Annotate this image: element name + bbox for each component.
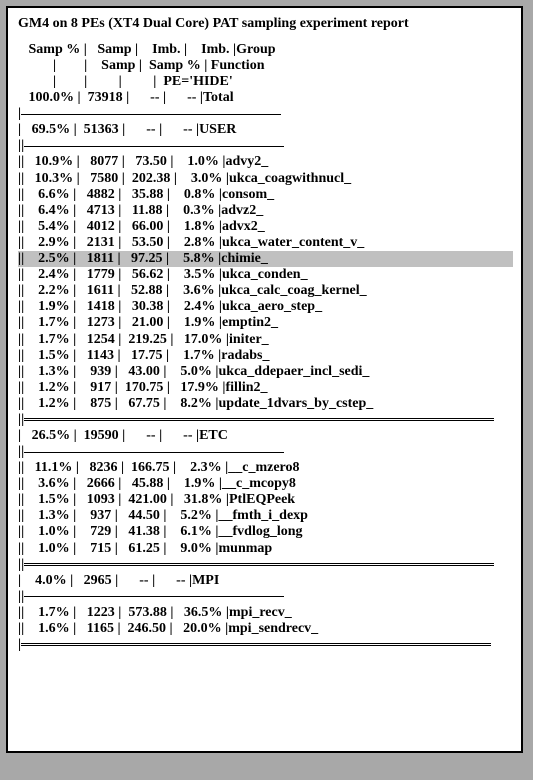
- rule: ||: [18, 412, 513, 428]
- rule: ||: [18, 444, 513, 460]
- data-row: || 1.5% | 1143 | 17.75 | 1.7% |radabs_: [18, 348, 513, 364]
- report-paper: GM4 on 8 PEs (XT4 Dual Core) PAT samplin…: [6, 6, 523, 753]
- data-row: || 2.4% | 1779 | 56.62 | 3.5% |ukca_cond…: [18, 267, 513, 283]
- data-row: || 1.3% | 937 | 44.50 | 5.2% |__fmth_i_d…: [18, 508, 513, 524]
- data-row: || 1.0% | 715 | 61.25 | 9.0% |munmap: [18, 541, 513, 557]
- group-row-etc: | 26.5% | 19590 | -- | -- |ETC: [18, 428, 513, 444]
- group-row-mpi: | 4.0% | 2965 | -- | -- |MPI: [18, 573, 513, 589]
- data-row: || 2.5% | 1811 | 97.25 | 5.8% |chimie_: [18, 251, 513, 267]
- data-row: || 3.6% | 2666 | 45.88 | 1.9% |__c_mcopy…: [18, 476, 513, 492]
- report-title: GM4 on 8 PEs (XT4 Dual Core) PAT samplin…: [18, 16, 513, 32]
- data-row: || 2.2% | 1611 | 52.88 | 3.6% |ukca_calc…: [18, 283, 513, 299]
- header-row-3: | | | | PE='HIDE': [18, 74, 513, 90]
- header-row-2: | | Samp | Samp % | Function: [18, 58, 513, 74]
- data-row: || 1.5% | 1093 | 421.00 | 31.8% |PtlEQPe…: [18, 492, 513, 508]
- rule: |: [18, 106, 513, 122]
- rule: |: [18, 637, 513, 653]
- data-row: || 5.4% | 4012 | 66.00 | 1.8% |advx2_: [18, 219, 513, 235]
- data-row: || 1.0% | 729 | 41.38 | 6.1% |__fvdlog_l…: [18, 524, 513, 540]
- data-row: || 1.7% | 1273 | 21.00 | 1.9% |emptin2_: [18, 315, 513, 331]
- header-block: Samp % | Samp | Imb. | Imb. |Group | | S…: [18, 42, 513, 90]
- header-row-1: Samp % | Samp | Imb. | Imb. |Group: [18, 42, 513, 58]
- data-row: || 1.2% | 875 | 67.75 | 8.2% |update_1dv…: [18, 396, 513, 412]
- data-row: || 1.6% | 1165 | 246.50 | 20.0% |mpi_sen…: [18, 621, 513, 637]
- total-row: 100.0% | 73918 | -- | -- |Total: [18, 90, 513, 106]
- data-row: || 1.9% | 1418 | 30.38 | 2.4% |ukca_aero…: [18, 299, 513, 315]
- rule: ||: [18, 589, 513, 605]
- data-block: 100.0% | 73918 | -- | -- |Total|| 69.5% …: [18, 90, 513, 653]
- data-row: || 1.7% | 1223 | 573.88 | 36.5% |mpi_rec…: [18, 605, 513, 621]
- rule: ||: [18, 557, 513, 573]
- data-row: || 1.7% | 1254 | 219.25 | 17.0% |initer_: [18, 332, 513, 348]
- data-row: || 11.1% | 8236 | 166.75 | 2.3% |__c_mze…: [18, 460, 513, 476]
- data-row: || 1.2% | 917 | 170.75 | 17.9% |fillin2_: [18, 380, 513, 396]
- data-row: || 10.3% | 7580 | 202.38 | 3.0% |ukca_co…: [18, 171, 513, 187]
- group-row-user: | 69.5% | 51363 | -- | -- |USER: [18, 122, 513, 138]
- data-row: || 1.3% | 939 | 43.00 | 5.0% |ukca_ddepa…: [18, 364, 513, 380]
- data-row: || 6.4% | 4713 | 11.88 | 0.3% |advz2_: [18, 203, 513, 219]
- data-row: || 6.6% | 4882 | 35.88 | 0.8% |consom_: [18, 187, 513, 203]
- data-row: || 2.9% | 2131 | 53.50 | 2.8% |ukca_wate…: [18, 235, 513, 251]
- rule: ||: [18, 138, 513, 154]
- data-row: || 10.9% | 8077 | 73.50 | 1.0% |advy2_: [18, 154, 513, 170]
